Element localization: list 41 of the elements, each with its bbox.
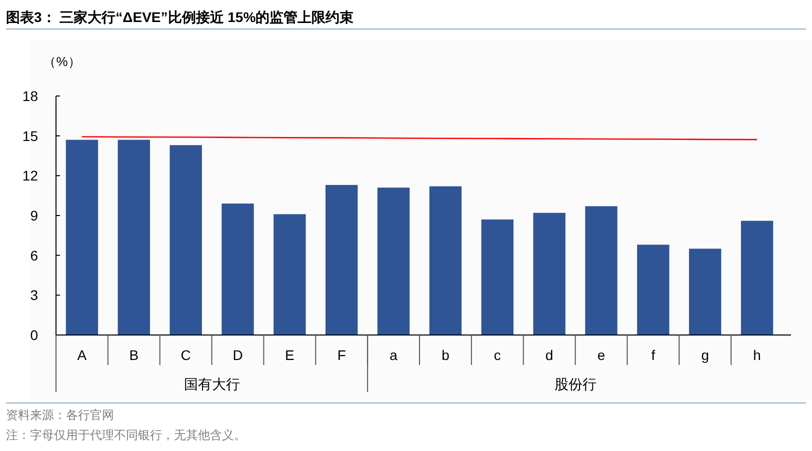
x-tick-label: a — [390, 347, 398, 363]
x-tick-label: f — [651, 347, 656, 363]
y-tick-label: 9 — [30, 208, 38, 224]
text: 注：字母仅用于代理不同银行，无其他含义。 — [6, 428, 246, 442]
x-tick-label: B — [129, 347, 139, 363]
bar — [170, 145, 202, 335]
bar — [689, 248, 722, 335]
x-tick-label: g — [701, 347, 710, 363]
x-tick-label: b — [442, 347, 450, 363]
bar — [377, 188, 410, 335]
bar — [429, 186, 462, 335]
y-tick-label: 6 — [30, 247, 38, 264]
bar — [585, 206, 618, 335]
x-tick-label: F — [337, 347, 346, 363]
x-tick-label: c — [494, 347, 501, 363]
bar — [66, 140, 98, 335]
x-tick-label: C — [180, 347, 191, 363]
y-tick-label: 3 — [30, 287, 38, 304]
bar — [637, 244, 670, 335]
text: 国有大行 — [184, 376, 240, 392]
bar — [222, 204, 254, 335]
bar — [118, 140, 150, 335]
bar — [740, 220, 774, 335]
x-tick-label: d — [545, 347, 554, 363]
x-tick-label: D — [232, 347, 243, 363]
y-axis-title: （%） — [43, 54, 81, 69]
bar — [481, 219, 514, 335]
x-tick-label: h — [753, 347, 761, 363]
x-tick-label: E — [285, 347, 294, 363]
y-tick-label: 12 — [22, 168, 38, 184]
y-tick-label: 0 — [30, 327, 38, 343]
x-tick-label: e — [597, 347, 606, 363]
bar — [326, 184, 358, 335]
x-tick-label: A — [77, 347, 88, 363]
bar — [533, 212, 566, 335]
bar — [274, 214, 306, 335]
text: 股份行 — [554, 376, 596, 392]
chart-title: 图表3： 三家大行“ΔEVE”比例接近 15%的监管上限约束 — [6, 9, 354, 25]
y-tick-label: 18 — [22, 88, 38, 104]
y-tick-label: 15 — [22, 128, 38, 144]
text: 资料来源：各行官网 — [6, 408, 114, 422]
